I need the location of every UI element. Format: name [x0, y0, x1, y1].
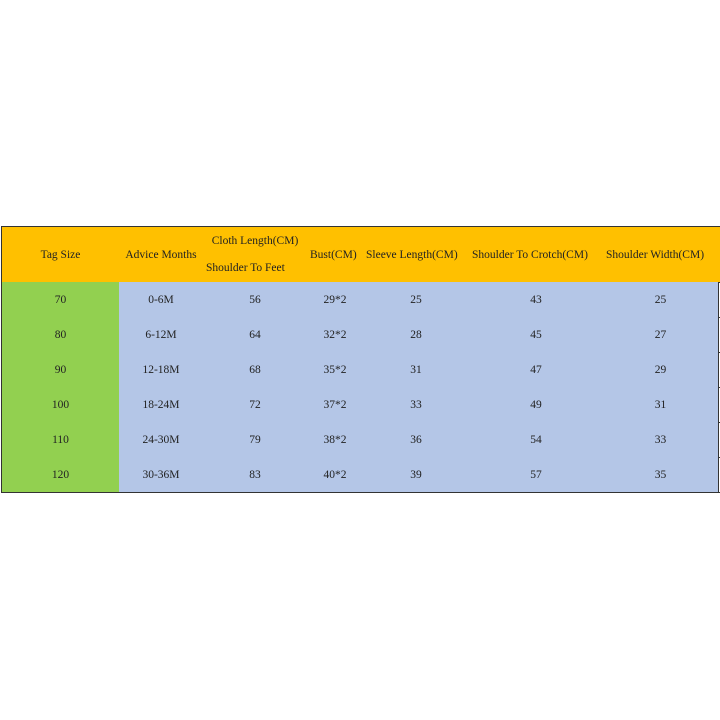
table-cell-edge: [718, 317, 720, 353]
table-frame: [1, 226, 720, 493]
header-cell-edge: [718, 227, 720, 283]
row-header-cell: 90: [2, 352, 120, 388]
table-cell: 31: [363, 352, 470, 388]
table-cell: 35: [603, 457, 719, 493]
table-cell: 31: [603, 387, 719, 423]
table-cell: 29: [603, 352, 719, 388]
table-cell: 64: [203, 317, 308, 353]
row-header-cell: 110: [2, 422, 120, 458]
table-cell: 56: [203, 282, 308, 318]
header-cell: Shoulder To Crotch(CM): [469, 227, 604, 283]
table-cell: 27: [603, 317, 719, 353]
table-cell-edge: [718, 387, 720, 423]
table-cell: 38*2: [307, 422, 364, 458]
row-header-cell: 70: [2, 282, 120, 318]
table-cell: 68: [203, 352, 308, 388]
header-cell: Cloth Length(CM): [203, 227, 308, 255]
table-cell: 36: [363, 422, 470, 458]
header-cell: Sleeve Length(CM): [363, 227, 470, 283]
row-header-cell: 120: [2, 457, 120, 493]
header-cell: Tag Size: [2, 227, 120, 283]
header-cell: Advice Months: [119, 227, 204, 283]
table-cell: 83: [203, 457, 308, 493]
table-cell: 39: [363, 457, 470, 493]
table-cell: 18-24M: [119, 387, 204, 423]
table-cell: 25: [603, 282, 719, 318]
header-cell: Bust(CM): [307, 227, 364, 283]
table-cell: 32*2: [307, 317, 364, 353]
table-cell: 0-6M: [119, 282, 204, 318]
table-cell: 29*2: [307, 282, 364, 318]
table-cell: 35*2: [307, 352, 364, 388]
table-cell: 54: [469, 422, 604, 458]
header-subcell: Shoulder To Feet: [203, 254, 308, 283]
table-cell-edge: [718, 352, 720, 388]
table-cell: 40*2: [307, 457, 364, 493]
row-header-cell: 100: [2, 387, 120, 423]
table-cell: 28: [363, 317, 470, 353]
table-cell: 72: [203, 387, 308, 423]
header-cell: Shoulder Width(CM): [603, 227, 719, 283]
table-cell: 37*2: [307, 387, 364, 423]
row-header-cell: 80: [2, 317, 120, 353]
table-cell: 6-12M: [119, 317, 204, 353]
table-cell: 79: [203, 422, 308, 458]
table-cell-edge: [718, 422, 720, 458]
table-cell-edge: [718, 457, 720, 493]
table-cell: 47: [469, 352, 604, 388]
table-cell: 45: [469, 317, 604, 353]
table-cell: 43: [469, 282, 604, 318]
table-cell: 30-36M: [119, 457, 204, 493]
table-cell: 24-30M: [119, 422, 204, 458]
table-cell: 12-18M: [119, 352, 204, 388]
table-cell: 33: [363, 387, 470, 423]
table-cell: 33: [603, 422, 719, 458]
table-cell: 49: [469, 387, 604, 423]
table-cell: 25: [363, 282, 470, 318]
table-cell: 57: [469, 457, 604, 493]
table-cell-edge: [718, 282, 720, 318]
